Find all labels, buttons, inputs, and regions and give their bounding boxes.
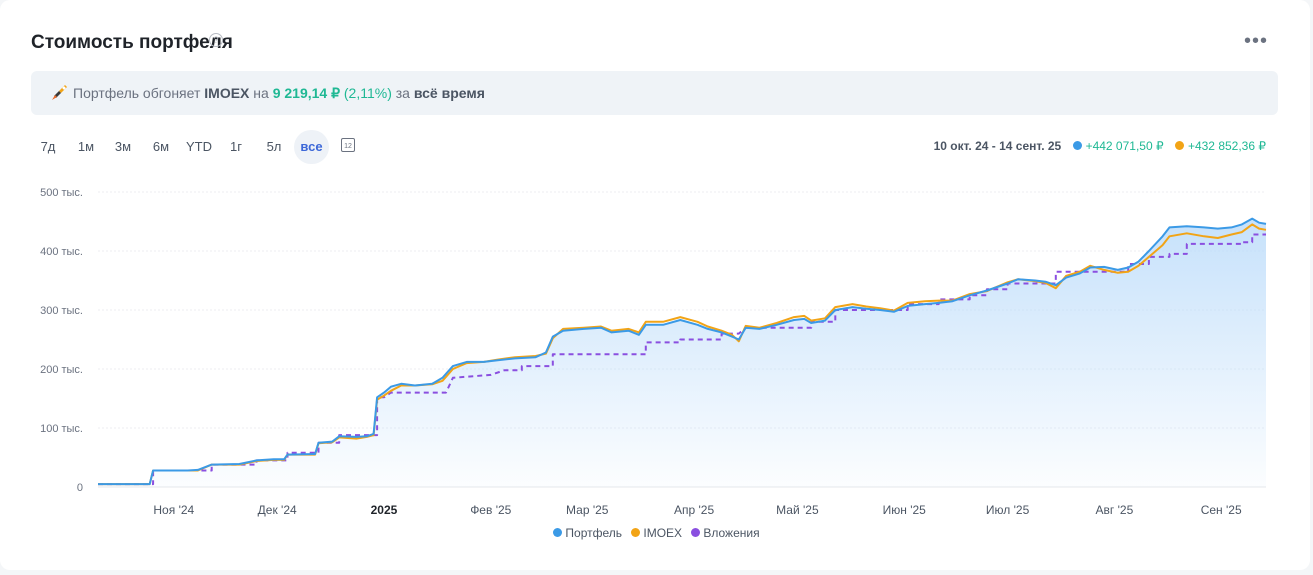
y-tick-label-4: 400 тыс. xyxy=(40,246,83,258)
banner-text: Портфель обгоняет IMOEX на 9 219,14 ₽ (2… xyxy=(73,85,485,102)
x-tick-label-1: Дек '24 xyxy=(258,503,297,517)
period-6m[interactable]: 6м xyxy=(152,139,170,154)
portfolio-dot xyxy=(1072,141,1082,150)
legend-item-portfolio[interactable]: Портфель xyxy=(553,526,622,540)
legend-dot-portfolio xyxy=(553,528,563,537)
x-tick-label-0: Ноя '24 xyxy=(153,503,194,517)
date-range: 10 окт. 24 - 14 сент. 25 xyxy=(933,139,1062,153)
portfolio-area xyxy=(98,218,1266,487)
period-3m[interactable]: 3м xyxy=(114,139,132,154)
x-tick-label-7: Июн '25 xyxy=(883,503,927,517)
period-ytd[interactable]: YTD xyxy=(186,139,212,154)
portfolio-value-chart[interactable]: 0 100 тыс. 200 тыс. 300 тыс. 400 тыс. 500 тыс… xyxy=(0,175,1313,525)
x-tick-label-4: Мар '25 xyxy=(566,503,609,517)
portfolio-gain: +442 071,50 ₽ xyxy=(1085,139,1164,153)
period-1y[interactable]: 1г xyxy=(230,139,242,154)
y-tick-label-3: 300 тыс. xyxy=(40,305,83,317)
x-tick-label-5: Апр '25 xyxy=(674,503,714,517)
legend-label-imoex: IMOEX xyxy=(643,526,683,540)
x-tick-label-9: Авг '25 xyxy=(1096,503,1134,517)
x-tick-label-8: Июл '25 xyxy=(986,503,1030,517)
help-icon[interactable]: ? xyxy=(209,33,223,47)
y-tick-label-1: 100 тыс. xyxy=(40,423,83,435)
legend-item-invest[interactable]: Вложения xyxy=(691,526,760,540)
x-tick-label-3: Фев '25 xyxy=(470,503,511,517)
legend-item-imoex[interactable]: IMOEX xyxy=(631,526,682,540)
portfolio-line xyxy=(98,217,1267,486)
banner-on: на xyxy=(253,85,269,101)
chart-legend: Портфель IMOEX Вложения xyxy=(0,526,1313,540)
banner-amount: 9 219,14 ₽ xyxy=(272,85,340,101)
y-tick-label-2: 200 тыс. xyxy=(40,364,83,376)
legend-label-portfolio: Портфель xyxy=(565,526,623,540)
banner-percent: (2,11%) xyxy=(343,85,392,101)
range-summary: 10 окт. 24 - 14 сент. 25 +442 071,50 ₽ +… xyxy=(934,139,1266,153)
imoex-dot xyxy=(1174,141,1184,150)
comparison-banner: Портфель обгоняет IMOEX на 9 219,14 ₽ (2… xyxy=(31,71,1278,115)
x-tick-label-2: 2025 xyxy=(371,503,398,517)
banner-prefix: Портфель обгоняет xyxy=(73,85,201,101)
period-all[interactable]: все xyxy=(294,130,329,164)
x-tick-label-10: Сен '25 xyxy=(1201,503,1242,517)
calendar-icon[interactable]: 12 xyxy=(341,138,355,152)
period-7d[interactable]: 7д xyxy=(40,139,56,154)
y-tick-label-0: 0 xyxy=(77,482,83,494)
x-tick-label-6: Май '25 xyxy=(776,503,819,517)
page-title: Стоимость портфеля xyxy=(31,32,233,53)
legend-dot-invest xyxy=(691,528,701,537)
banner-period: всё время xyxy=(413,85,485,101)
imoex-gain: +432 852,36 ₽ xyxy=(1187,139,1266,153)
period-1m[interactable]: 1м xyxy=(77,139,95,154)
rocket-icon xyxy=(52,85,67,100)
legend-label-invest: Вложения xyxy=(703,526,760,540)
banner-for: за xyxy=(395,85,410,101)
y-tick-label-5: 500 тыс. xyxy=(40,187,83,199)
period-5y[interactable]: 5л xyxy=(266,139,282,154)
more-menu-icon[interactable]: ••• xyxy=(1244,30,1269,52)
legend-dot-imoex xyxy=(631,528,641,537)
banner-benchmark: IMOEX xyxy=(204,85,250,101)
